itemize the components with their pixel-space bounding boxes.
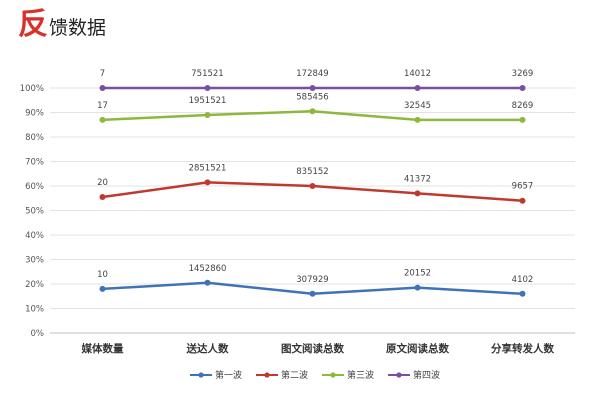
y-tick-label: 40% <box>25 231 44 241</box>
data-label: 9657 <box>512 182 534 192</box>
legend-marker <box>330 372 336 378</box>
data-point <box>519 116 526 123</box>
legend-marker <box>396 372 402 378</box>
y-tick-label: 10% <box>25 305 44 315</box>
data-label: 17 <box>97 101 108 111</box>
data-label: 835152 <box>296 167 328 177</box>
data-label: 3269 <box>512 69 534 79</box>
data-label: 4102 <box>512 275 534 285</box>
data-label: 20 <box>97 178 108 188</box>
data-point <box>99 85 106 91</box>
legend-label: 第一波 <box>215 369 242 381</box>
data-point <box>309 108 316 115</box>
x-tick-label: 原文阅读总数 <box>386 342 449 355</box>
y-tick-label: 50% <box>25 207 44 217</box>
data-point <box>414 190 421 197</box>
legend-label: 第二波 <box>281 369 308 381</box>
data-point <box>309 183 316 189</box>
data-point <box>99 285 106 292</box>
legend-marker <box>198 372 204 378</box>
data-point <box>519 85 526 91</box>
data-point <box>519 290 526 297</box>
data-label: 2851521 <box>189 163 227 173</box>
y-tick-label: 70% <box>25 158 44 168</box>
data-point <box>99 116 106 123</box>
header-title-accent: 反 <box>18 7 48 42</box>
data-point <box>309 290 316 297</box>
data-label: 7 <box>100 69 105 79</box>
data-point <box>309 85 316 91</box>
y-tick-label: 0% <box>31 329 45 339</box>
legend-marker <box>264 372 270 378</box>
data-point <box>414 284 421 291</box>
y-tick-label: 30% <box>25 256 44 266</box>
y-tick-label: 60% <box>25 182 44 192</box>
header-title: 馈数据 <box>49 17 107 39</box>
data-point <box>99 194 106 201</box>
chart-header: 反 馈数据 <box>18 10 106 40</box>
data-label: 307929 <box>296 275 328 285</box>
data-point <box>204 85 211 91</box>
data-label: 1452860 <box>189 264 227 274</box>
data-point <box>204 179 211 186</box>
data-label: 172849 <box>296 69 328 79</box>
x-tick-label: 媒体数量 <box>81 342 124 355</box>
data-label: 32545 <box>404 101 431 111</box>
data-label: 20152 <box>404 269 431 279</box>
data-label: 1951521 <box>189 96 227 106</box>
x-tick-label: 送达人数 <box>186 342 229 355</box>
data-point <box>414 85 421 91</box>
data-point <box>519 197 526 204</box>
data-label: 8269 <box>512 101 534 111</box>
y-tick-label: 90% <box>25 109 44 119</box>
legend-label: 第四波 <box>413 369 440 381</box>
data-label: 585456 <box>296 92 328 102</box>
data-label: 10 <box>97 270 108 280</box>
y-tick-label: 100% <box>20 84 44 94</box>
data-point <box>204 279 211 286</box>
y-tick-label: 80% <box>25 133 44 143</box>
x-tick-label: 分享转发人数 <box>491 342 554 355</box>
data-label: 41372 <box>404 174 431 184</box>
data-label: 751521 <box>191 69 223 79</box>
y-tick-label: 20% <box>25 280 44 290</box>
data-point <box>414 116 421 123</box>
x-tick-label: 图文阅读总数 <box>281 342 344 355</box>
data-point <box>204 111 211 118</box>
legend-label: 第三波 <box>347 369 374 381</box>
data-label: 14012 <box>404 69 431 79</box>
